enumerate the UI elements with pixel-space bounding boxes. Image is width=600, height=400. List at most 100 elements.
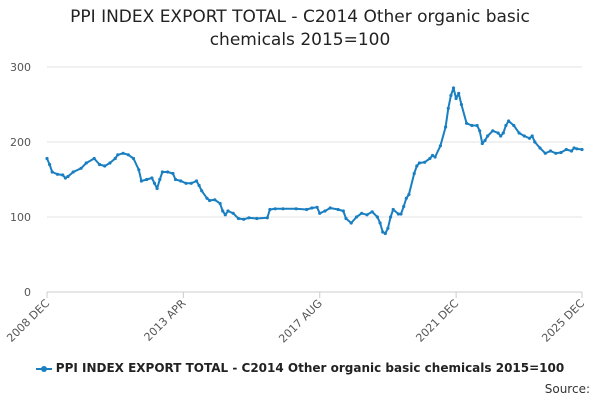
- grid-layer: [47, 66, 582, 218]
- data-point: [173, 177, 178, 182]
- data-point: [554, 151, 558, 155]
- data-point: [294, 207, 298, 211]
- data-point: [428, 156, 432, 161]
- data-point: [247, 216, 251, 220]
- data-point: [383, 231, 387, 236]
- data-point: [189, 181, 193, 185]
- data-point: [507, 119, 511, 123]
- data-point: [268, 207, 272, 212]
- data-point: [171, 171, 175, 176]
- x-tick-label: 2025 DEC: [539, 297, 587, 345]
- data-point: [341, 209, 345, 213]
- data-point: [226, 209, 230, 213]
- data-point: [265, 216, 269, 220]
- chart-title-line-1: PPI INDEX EXPORT TOTAL - C2014 Other org…: [70, 7, 530, 27]
- data-point: [200, 189, 204, 193]
- y-tick-label: 300: [10, 61, 31, 74]
- data-point: [221, 209, 225, 213]
- data-point: [522, 134, 526, 138]
- data-point: [407, 192, 411, 197]
- data-point: [66, 174, 70, 179]
- data-point: [527, 136, 532, 140]
- data-point: [116, 153, 120, 157]
- data-point: [305, 207, 309, 212]
- data-point: [113, 156, 117, 161]
- legend[interactable]: PPI INDEX EXPORT TOTAL - C2014 Other org…: [0, 361, 600, 375]
- data-point: [423, 160, 427, 164]
- data-point: [548, 149, 553, 153]
- data-point: [55, 172, 60, 176]
- data-point: [438, 144, 442, 148]
- chart-title: PPI INDEX EXPORT TOTAL - C2014 Other org…: [0, 6, 600, 52]
- data-point: [449, 93, 453, 98]
- data-point: [470, 123, 474, 128]
- data-point: [454, 96, 458, 101]
- legend-label: PPI INDEX EXPORT TOTAL - C2014 Other org…: [55, 361, 565, 375]
- data-point: [48, 162, 52, 167]
- data-point: [480, 141, 484, 146]
- data-point: [310, 206, 314, 210]
- data-point: [572, 146, 576, 150]
- data-point: [184, 181, 188, 185]
- data-point: [459, 102, 463, 107]
- y-tick-label: 200: [10, 136, 31, 149]
- data-point: [475, 123, 479, 128]
- data-point: [318, 211, 322, 215]
- data-point: [97, 162, 102, 167]
- data-point: [315, 205, 319, 209]
- data-point: [92, 156, 96, 161]
- data-point: [155, 186, 159, 191]
- data-point: [533, 140, 537, 144]
- data-point: [208, 198, 212, 203]
- data-point: [375, 215, 379, 219]
- data-point: [103, 164, 107, 168]
- data-point: [404, 196, 408, 200]
- data-point: [517, 131, 521, 135]
- data-point: [145, 177, 149, 182]
- data-point: [483, 138, 487, 143]
- data-point: [430, 153, 435, 158]
- x-tick-label: 2013 APR: [142, 297, 189, 344]
- data-point: [218, 201, 222, 206]
- data-point: [79, 166, 83, 170]
- data-point: [365, 213, 369, 217]
- data-point: [559, 150, 563, 155]
- data-point: [486, 134, 490, 138]
- data-point: [530, 134, 534, 138]
- data-point: [389, 215, 393, 219]
- data-point: [126, 153, 130, 157]
- data-point: [179, 179, 183, 183]
- data-point: [499, 134, 503, 138]
- data-point: [71, 170, 75, 174]
- data-point: [255, 216, 259, 221]
- x-tick-label: 2017 AUG: [276, 297, 325, 346]
- data-point: [197, 183, 201, 188]
- data-point: [121, 151, 125, 155]
- source-label[interactable]: Source:: [544, 382, 590, 396]
- data-point: [108, 161, 112, 165]
- data-point: [543, 151, 547, 155]
- series-layer: [45, 86, 584, 236]
- data-point: [399, 212, 403, 216]
- data-point: [496, 131, 500, 135]
- data-point: [575, 147, 579, 151]
- data-point: [328, 206, 332, 210]
- data-point: [344, 216, 348, 221]
- data-point: [131, 156, 136, 161]
- data-point: [223, 213, 227, 217]
- data-point: [137, 168, 141, 172]
- axis-layer: 0 100 200 300 2008 DEC 2013 APR 2017 AUG 2021 D…: [4, 61, 587, 345]
- data-point: [158, 177, 162, 182]
- y-tick-label: 0: [24, 286, 31, 299]
- data-point: [152, 181, 157, 185]
- data-point: [417, 161, 421, 165]
- data-point: [512, 123, 516, 128]
- data-point: [396, 212, 400, 216]
- data-point: [415, 164, 419, 168]
- data-point: [50, 170, 54, 174]
- data-point: [504, 123, 508, 128]
- data-point: [465, 121, 469, 125]
- data-point: [84, 161, 88, 165]
- data-point: [139, 179, 143, 183]
